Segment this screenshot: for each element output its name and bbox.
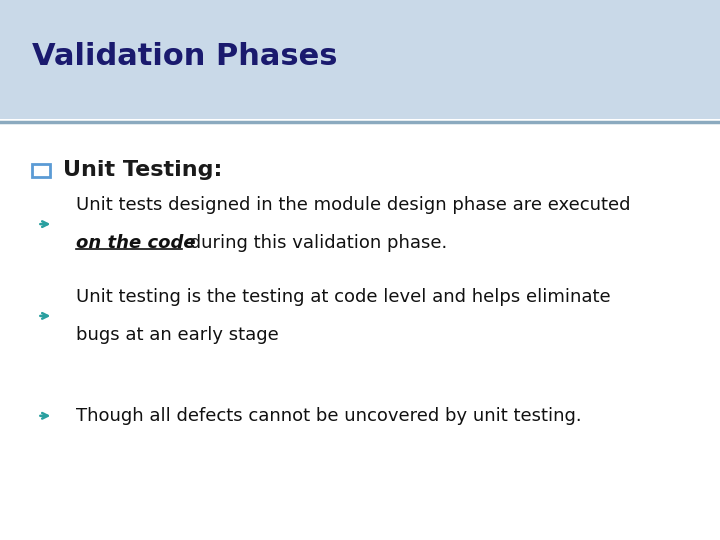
- Text: Unit Testing:: Unit Testing:: [63, 160, 222, 180]
- Text: on the code: on the code: [76, 234, 195, 252]
- Text: during this validation phase.: during this validation phase.: [184, 234, 447, 252]
- Text: Unit tests designed in the module design phase are executed: Unit tests designed in the module design…: [76, 196, 630, 214]
- Bar: [0, 0, 720, 119]
- Text: bugs at an early stage: bugs at an early stage: [76, 326, 279, 344]
- Text: Unit testing is the testing at code level and helps eliminate: Unit testing is the testing at code leve…: [76, 288, 611, 306]
- Bar: [32, 164, 50, 177]
- Text: Though all defects cannot be uncovered by unit testing.: Though all defects cannot be uncovered b…: [76, 407, 581, 425]
- Text: Validation Phases: Validation Phases: [32, 42, 338, 71]
